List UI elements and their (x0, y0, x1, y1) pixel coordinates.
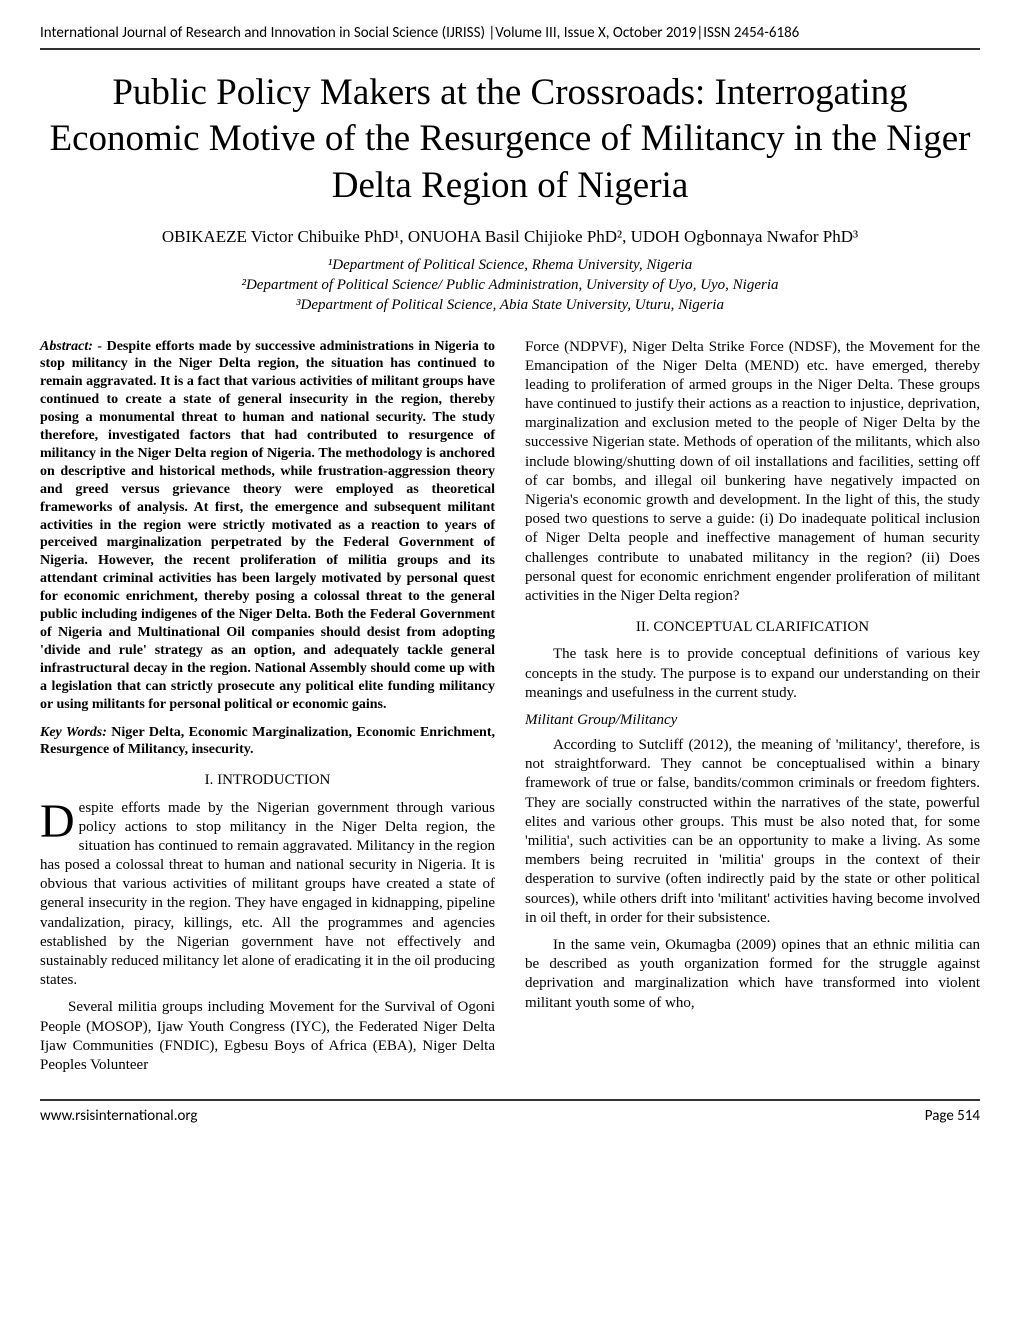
paper-title: Public Policy Makers at the Crossroads: … (40, 70, 980, 209)
conceptual-heading: II. CONCEPTUAL CLARIFICATION (525, 618, 980, 637)
intro-p1-text: espite efforts made by the Nigerian gove… (40, 800, 495, 989)
left-column: Abstract: - Despite efforts made by succ… (40, 338, 495, 1084)
two-column-body: Abstract: - Despite efforts made by succ… (40, 338, 980, 1084)
footer-site: www.rsisinternational.org (40, 1107, 198, 1125)
abstract-label: Abstract: - (40, 339, 107, 354)
affiliations: ¹Department of Political Science, Rhema … (40, 255, 980, 316)
conceptual-paragraph-1: The task here is to provide conceptual d… (525, 645, 980, 703)
footer-page-number: Page 514 (925, 1107, 980, 1125)
journal-header: International Journal of Research and In… (40, 24, 980, 50)
militant-paragraph-1: According to Sutcliff (2012), the meanin… (525, 736, 980, 928)
keywords: Key Words: Niger Delta, Economic Margina… (40, 724, 495, 760)
right-column: Force (NDPVF), Niger Delta Strike Force … (525, 338, 980, 1084)
intro-paragraph-1: Despite efforts made by the Nigerian gov… (40, 799, 495, 991)
intro-heading: I. INTRODUCTION (40, 771, 495, 790)
affiliation-1: ¹Department of Political Science, Rhema … (328, 257, 692, 273)
abstract: Abstract: - Despite efforts made by succ… (40, 338, 495, 714)
intro-paragraph-2: Several militia groups including Movemen… (40, 998, 495, 1075)
abstract-body: Despite efforts made by successive admin… (40, 339, 495, 712)
affiliation-2: ²Department of Political Science/ Public… (241, 277, 778, 293)
col2-paragraph-1: Force (NDPVF), Niger Delta Strike Force … (525, 338, 980, 607)
dropcap: D (40, 799, 79, 843)
affiliation-3: ³Department of Political Science, Abia S… (296, 297, 724, 313)
militant-subheading: Militant Group/Militancy (525, 711, 980, 730)
keywords-label: Key Words: (40, 725, 111, 740)
page-footer: www.rsisinternational.org Page 514 (40, 1099, 980, 1125)
militant-paragraph-2: In the same vein, Okumagba (2009) opines… (525, 936, 980, 1013)
authors-line: OBIKAEZE Victor Chibuike PhD¹, ONUOHA Ba… (40, 227, 980, 247)
